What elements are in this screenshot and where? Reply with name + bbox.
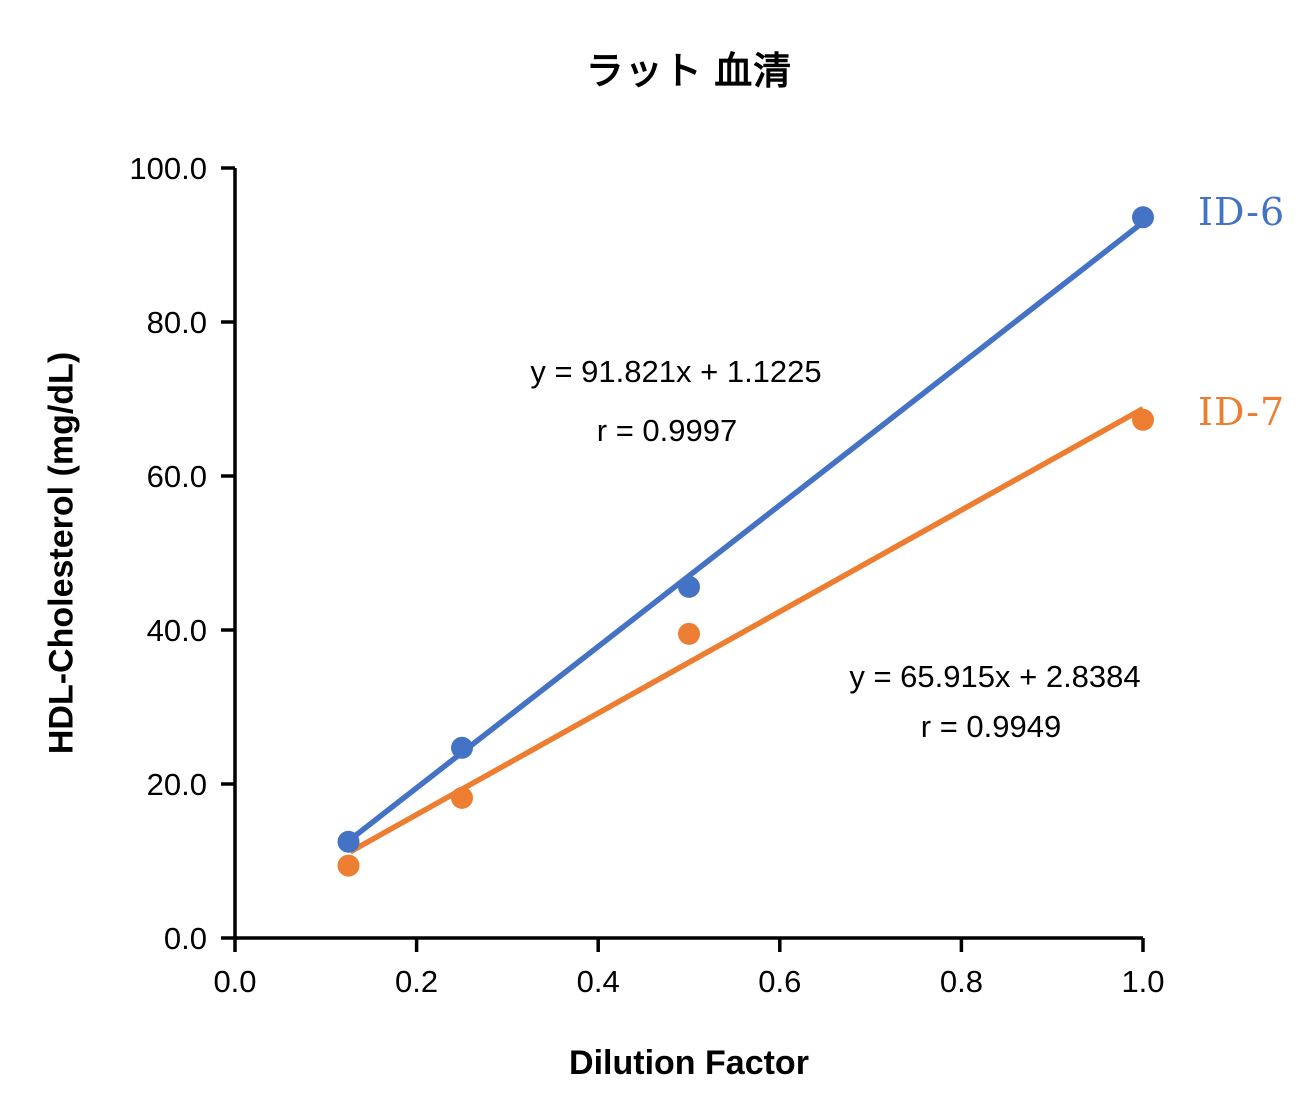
x-tick-label: 0.6 xyxy=(758,964,801,999)
data-point-id-7 xyxy=(451,786,473,809)
data-point-id-6 xyxy=(337,830,360,853)
data-point-id-6 xyxy=(678,575,700,598)
y-tick-label: 60.0 xyxy=(147,459,207,494)
y-tick-label: 20.0 xyxy=(147,767,207,802)
x-tick-label: 0.2 xyxy=(395,964,438,999)
data-point-id-6 xyxy=(1132,206,1154,229)
correlation-coefficient-id7: r = 0.9949 xyxy=(920,709,1062,744)
x-tick-label: 0.0 xyxy=(213,964,256,999)
data-point-id-7 xyxy=(1132,408,1154,431)
series-label-id6: ID-6 xyxy=(1198,190,1286,234)
x-axis-title: Dilution Factor xyxy=(569,1044,809,1082)
x-tick-label: 0.8 xyxy=(940,964,983,999)
series-label-id7: ID-7 xyxy=(1198,390,1286,434)
data-point-id-7 xyxy=(337,854,360,877)
y-tick-label: 0.0 xyxy=(164,921,207,956)
chart-title: ラット 血清 xyxy=(585,51,793,93)
correlation-coefficient-id6: r = 0.9997 xyxy=(596,413,738,448)
y-tick-label: 40.0 xyxy=(147,613,207,648)
y-tick-label: 100.0 xyxy=(129,151,207,186)
x-tick-label: 1.0 xyxy=(1121,964,1164,999)
trendline-equation-id6: y = 91.821x + 1.1225 xyxy=(530,354,822,389)
y-tick-label: 80.0 xyxy=(147,305,207,340)
trendline-id-7 xyxy=(348,406,1145,855)
x-tick-label: 0.4 xyxy=(577,964,620,999)
trendline-equation-id7: y = 65.915x + 2.8384 xyxy=(849,659,1141,694)
data-point-id-6 xyxy=(451,736,473,759)
data-point-id-7 xyxy=(678,622,700,645)
trendline-id-6 xyxy=(348,220,1145,842)
